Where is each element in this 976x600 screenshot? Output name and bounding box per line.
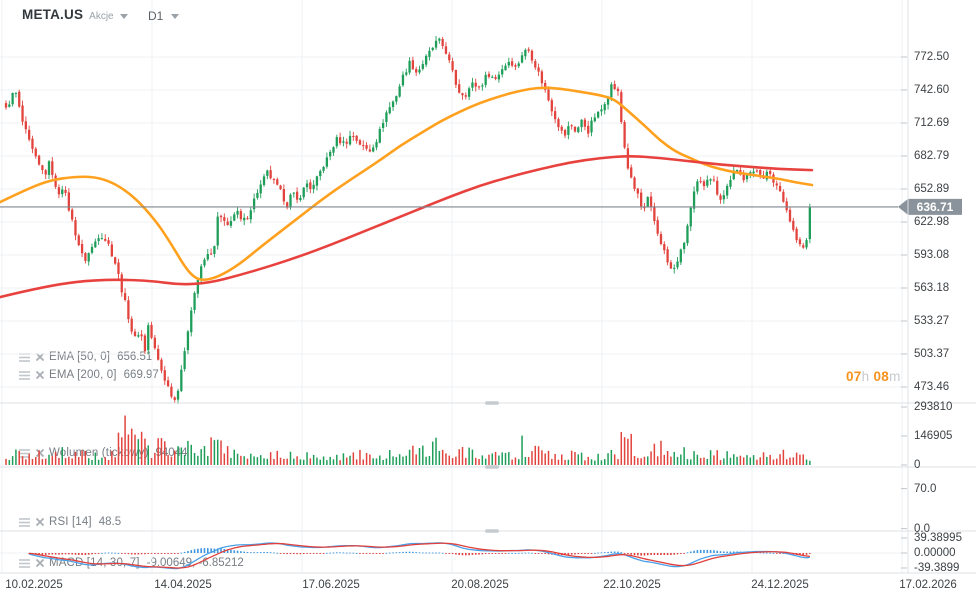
macd-value: -9.00649, -6.85212 <box>146 557 244 569</box>
ema200-label: EMA [200, 0] <box>49 369 117 381</box>
time-axis-label: 24.12.2025 <box>751 579 809 591</box>
indicator-remove-icon[interactable] <box>35 448 45 458</box>
volume-value: 94044 <box>155 447 188 459</box>
price-axis-label: 772.50 <box>914 51 950 63</box>
indicator-settings-icon[interactable] <box>18 558 31 569</box>
timeframe-value: D1 <box>148 9 164 23</box>
macd-axis-label: 0.00000 <box>914 547 956 559</box>
gridlines <box>0 0 908 573</box>
last-price-tag: 636.71 <box>898 198 962 215</box>
macd-pane <box>0 542 908 570</box>
legend-volume: Wolumen (tickowy) 94044 <box>18 447 187 459</box>
price-axis-label: 742.60 <box>914 84 950 96</box>
price-axis-label: 593.08 <box>914 249 950 262</box>
chevron-down-icon[interactable] <box>171 13 180 19</box>
indicator-settings-icon[interactable] <box>18 517 31 528</box>
time-axis-label: 20.08.2025 <box>451 579 509 591</box>
ema200-value: 669.97 <box>123 369 159 381</box>
rsi-axis-label: 0.0 <box>914 522 930 535</box>
symbol-name: META.US <box>22 7 84 22</box>
countdown-hours: 07 <box>846 369 862 384</box>
price-axis-label: 652.89 <box>914 183 950 195</box>
legend-rsi: RSI [14] 48.5 <box>18 516 121 528</box>
indicator-remove-icon[interactable] <box>35 370 45 380</box>
symbol-selector[interactable]: META.US Akcje <box>22 7 128 22</box>
price-axis-label: 473.46 <box>914 381 950 394</box>
pane-resize-handle[interactable] <box>485 529 499 533</box>
volume-axis-label: 146905 <box>914 430 953 442</box>
price-axis-label: 533.27 <box>914 315 950 328</box>
price-axis-label: 563.18 <box>914 282 950 295</box>
price-axis-label: 712.69 <box>914 117 950 129</box>
time-axis-label: 22.10.2025 <box>603 579 661 591</box>
time-axis-label: 10.02.2025 <box>5 579 63 591</box>
countdown-hours-unit: h <box>861 369 870 384</box>
volume-axis-label: 293810 <box>914 401 953 413</box>
macd-axis-label: 39.38995 <box>914 532 962 544</box>
rsi-pane <box>0 479 908 529</box>
time-axis-label: 17.02.2026 <box>899 579 957 591</box>
volume-label: Wolumen (tickowy) <box>49 447 149 459</box>
timeframe-selector[interactable]: D1 <box>148 9 180 23</box>
bar-close-countdown: 07h 08m <box>846 369 901 384</box>
pane-separators <box>0 0 976 574</box>
indicator-remove-icon[interactable] <box>35 558 45 568</box>
time-axis-label: 17.06.2025 <box>302 579 360 591</box>
countdown-minutes-unit: m <box>889 369 901 384</box>
price-axis-label: 622.98 <box>914 216 950 229</box>
pane-resize-handle[interactable] <box>485 401 499 405</box>
svg-text:636.71: 636.71 <box>917 200 954 214</box>
countdown-minutes: 08 <box>873 369 890 384</box>
rsi-line <box>52 479 810 522</box>
volume-bars <box>5 415 811 465</box>
rsi-label: RSI [14] <box>49 516 92 528</box>
ema50-line <box>0 86 814 282</box>
price-axis-label: 503.37 <box>914 348 950 361</box>
price-axis-label: 682.79 <box>914 150 950 162</box>
ema200-line <box>0 155 814 299</box>
indicator-settings-icon[interactable] <box>18 448 31 459</box>
macd-histogram <box>28 548 811 556</box>
time-axis-label: 14.04.2025 <box>154 579 212 591</box>
candles-layer <box>4 36 811 404</box>
pane-resize-handle[interactable] <box>485 465 499 469</box>
axis-tick-dashes <box>901 56 907 569</box>
macd-axis-label: -39.3899 <box>914 562 960 574</box>
indicator-remove-icon[interactable] <box>35 517 45 527</box>
instrument-type-label: Akcje <box>89 11 114 22</box>
legend-ema200: EMA [200, 0] 669.97 <box>18 369 159 381</box>
rsi-axis-label: 70.0 <box>914 482 937 495</box>
indicator-remove-icon[interactable] <box>35 352 45 362</box>
macd-signal-line <box>29 542 810 569</box>
volume-axis-label: 0 <box>914 459 921 471</box>
indicator-settings-icon[interactable] <box>18 370 31 381</box>
rsi-value: 48.5 <box>98 516 122 528</box>
chevron-down-icon[interactable] <box>119 14 128 19</box>
